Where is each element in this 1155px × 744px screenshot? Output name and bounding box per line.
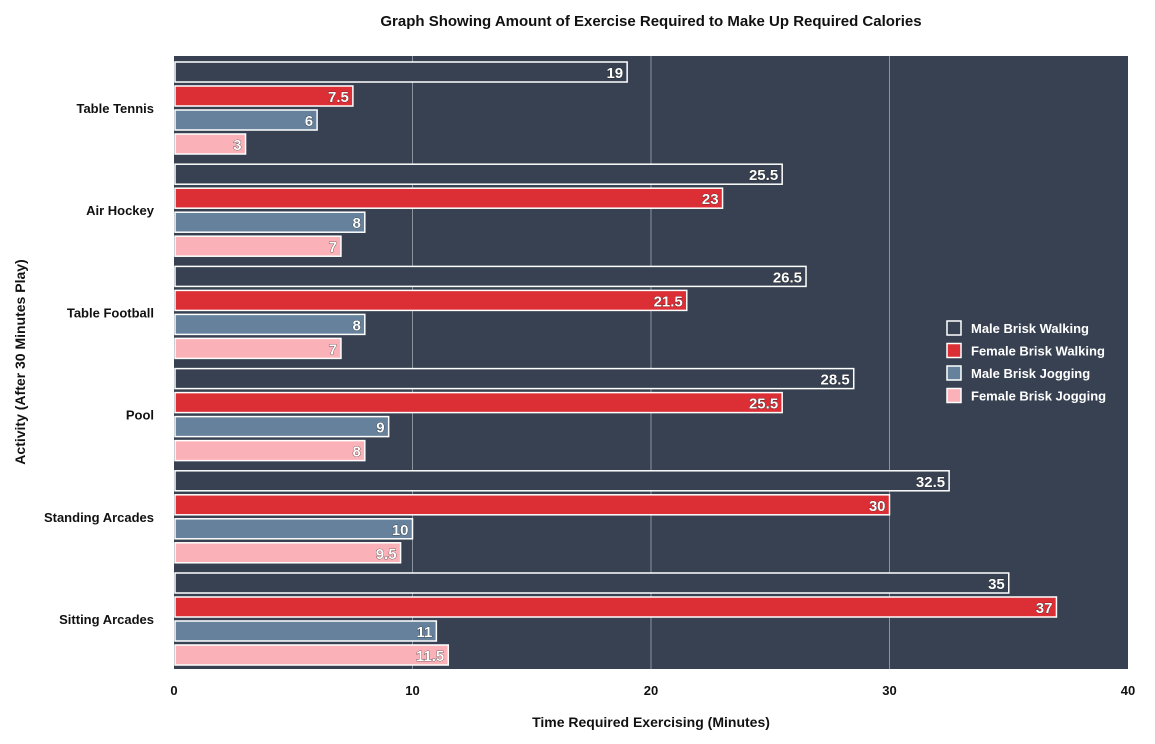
category-label: Table Football [67, 305, 154, 320]
y-axis-title: Activity (After 30 Minutes Play) [12, 259, 28, 464]
bar [174, 61, 628, 83]
data-label: 7 [329, 341, 337, 358]
bar [174, 542, 402, 564]
bar [174, 596, 1058, 618]
x-tick-labels: 0 10 20 30 40 [170, 683, 1135, 698]
data-labels: 197.56325.5238726.521.58728.525.59832.53… [233, 65, 1053, 666]
x-tick-label: 0 [170, 683, 177, 698]
data-label: 28.5 [821, 372, 850, 389]
legend-entry: Male Brisk Walking [971, 321, 1089, 336]
data-label: 9 [376, 420, 384, 437]
bar [174, 235, 342, 257]
bar [174, 211, 366, 233]
bar [174, 470, 950, 492]
data-label: 23 [702, 191, 719, 208]
data-label: 11.5 [416, 648, 444, 665]
bar [174, 391, 783, 414]
bar [174, 265, 807, 288]
category-label: Pool [126, 408, 154, 423]
bar [174, 367, 855, 390]
data-label: 10 [392, 522, 409, 539]
category-label: Air Hockey [86, 203, 155, 218]
x-tick-label: 40 [1121, 683, 1135, 698]
data-label: 21.5 [654, 293, 683, 310]
data-label: 8 [352, 444, 360, 461]
bar [174, 439, 366, 462]
data-label: 9.5 [376, 546, 397, 563]
data-label: 19 [606, 65, 623, 82]
data-label: 25.5 [749, 396, 778, 413]
bar [174, 415, 390, 438]
legend-entry: Male Brisk Jogging [971, 366, 1090, 381]
gridlines [412, 56, 890, 669]
data-label: 3 [233, 137, 241, 154]
bar [174, 337, 342, 360]
data-label: 11 [416, 624, 432, 641]
bar [174, 109, 318, 131]
bar [174, 313, 366, 336]
bar [174, 289, 688, 312]
data-label: 7 [329, 239, 337, 256]
bar [174, 494, 891, 516]
data-label: 26.5 [773, 269, 802, 286]
category-label: Sitting Arcades [59, 612, 154, 627]
data-label: 32.5 [916, 474, 945, 491]
category-label: Table Tennis [76, 101, 154, 116]
data-label: 6 [305, 113, 313, 130]
category-label: Standing Arcades [44, 510, 154, 525]
legend-entry: Female Brisk Walking [971, 344, 1105, 359]
category-labels: Table Tennis Air Hockey Table Football Pool… [44, 101, 155, 627]
x-tick-label: 30 [882, 683, 896, 698]
legend-entry: Female Brisk Jogging [971, 389, 1106, 404]
data-label: 37 [1036, 600, 1053, 617]
data-label: 7.5 [328, 89, 349, 106]
data-label: 8 [352, 215, 360, 232]
bar [174, 133, 247, 155]
legend-swatch [946, 387, 962, 404]
bar [174, 163, 783, 185]
legend: Male Brisk Walking Female Brisk Walking Ma… [946, 320, 1106, 404]
legend-swatch [946, 320, 962, 336]
chart-title: Graph Showing Amount of Exercise Require… [380, 13, 921, 30]
bars [174, 61, 1058, 666]
bar [174, 518, 414, 540]
data-label: 35 [988, 576, 1005, 593]
legend-swatch [946, 342, 962, 359]
x-tick-label: 20 [644, 683, 658, 698]
bar [174, 620, 438, 642]
data-label: 30 [869, 498, 886, 515]
bar [174, 187, 724, 209]
x-axis-title: Time Required Exercising (Minutes) [532, 714, 770, 730]
data-label: 25.5 [749, 167, 778, 184]
bar [174, 644, 450, 666]
bar [174, 85, 354, 107]
data-label: 8 [352, 317, 360, 334]
x-tick-label: 10 [405, 683, 419, 698]
legend-swatch [946, 365, 962, 381]
bar [174, 572, 1010, 594]
